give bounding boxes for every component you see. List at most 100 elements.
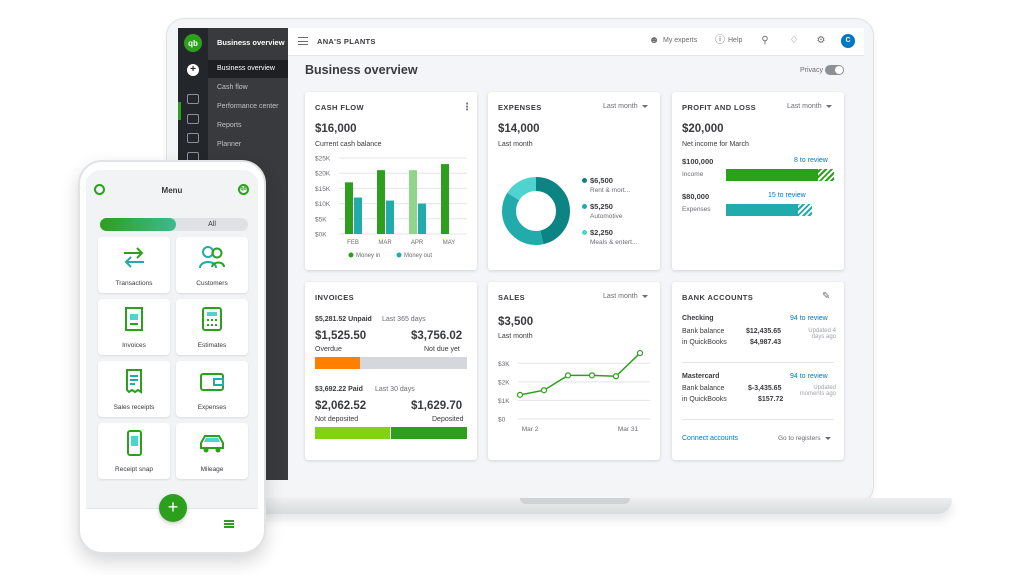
bell-icon[interactable]: ♢	[789, 35, 799, 46]
tile-sales-receipts[interactable]: Sales receipts	[98, 361, 170, 417]
bar-money-in[interactable]	[441, 164, 449, 234]
invoices-card[interactable]: INVOICES $5,281.52 Unpaid Last 365 days …	[305, 282, 477, 460]
bar-money-in[interactable]	[345, 182, 353, 234]
expenses-bar[interactable]	[726, 204, 812, 216]
not-due-amount: $3,756.02	[411, 330, 463, 342]
sales-point[interactable]	[588, 372, 596, 379]
help-icon[interactable]: ⓘ	[715, 35, 725, 46]
unpaid-amount: $5,281.52 Unpaid	[315, 316, 372, 323]
tile-invoices[interactable]: Invoices	[98, 299, 170, 355]
nav-item-performance-center[interactable]: Performance center	[217, 103, 279, 110]
tile-label: Sales receipts	[113, 404, 155, 411]
not-deposited-bar[interactable]	[315, 427, 390, 439]
profit-loss-card[interactable]: PROFIT AND LOSS Last month $20,000 Net i…	[672, 92, 844, 270]
nav-item-planner[interactable]: Planner	[217, 141, 242, 148]
quickbooks-logo-icon[interactable]: qb	[184, 34, 202, 52]
profit-loss-period-dropdown[interactable]: Last month	[787, 103, 832, 110]
sales-card[interactable]: SALES Last month $3,500 Last month $3K $2…	[488, 282, 660, 460]
feed-icon[interactable]	[187, 114, 199, 124]
bank-accounts-card[interactable]: BANK ACCOUNTS ✎ Checking 94 to review Ba…	[672, 282, 844, 460]
bar-money-out[interactable]	[354, 197, 362, 234]
gear-icon[interactable]	[94, 184, 105, 195]
cash-flow-card[interactable]: CASH FLOW ⋮ $16,000 Current cash balance…	[305, 92, 477, 270]
search-icon[interactable]: ⚲	[761, 35, 769, 46]
help-link[interactable]: Help	[728, 37, 743, 44]
not-due-label: Not due yet	[424, 346, 460, 353]
receipt-icon	[126, 369, 142, 394]
my-experts-link[interactable]: My experts	[663, 37, 698, 44]
tile-customers[interactable]: Customers	[176, 237, 248, 293]
expenses-bar-reviewed	[726, 204, 799, 216]
phone-screen: Menu qb All Transactions	[86, 170, 258, 546]
kebab-menu-icon[interactable]: ⋮	[462, 102, 472, 113]
not-due-bar[interactable]	[360, 357, 467, 369]
x-tick-label: Mar 2	[522, 426, 539, 433]
experts-person-icon[interactable]: ☻	[648, 35, 660, 46]
tile-transactions[interactable]: Transactions	[98, 237, 170, 293]
connect-accounts-link[interactable]: Connect accounts	[682, 435, 739, 442]
segment-favorites[interactable]	[100, 218, 176, 231]
go-to-registers-dropdown[interactable]: Go to registers	[778, 435, 831, 442]
nav-title: Business overview	[217, 38, 285, 47]
income-review-link[interactable]: 8 to review	[794, 157, 828, 164]
nav-item-cash-flow[interactable]: Cash flow	[217, 84, 248, 91]
quickbooks-logo-icon[interactable]: qb	[238, 184, 249, 195]
bank-icon[interactable]	[187, 133, 199, 143]
donut-slice[interactable]	[502, 177, 570, 245]
bar-money-in[interactable]	[409, 170, 417, 234]
sales-point[interactable]	[612, 373, 620, 380]
mastercard-review-link[interactable]: 94 to review	[790, 373, 828, 380]
checking-review-link[interactable]: 94 to review	[790, 315, 828, 322]
tile-mileage[interactable]: Mileage	[176, 423, 248, 479]
legend-amount: $2,250	[590, 228, 613, 237]
laptop-base	[240, 498, 952, 514]
nav-item-reports[interactable]: Reports	[217, 122, 242, 129]
overdue-amount: $1,525.50	[315, 330, 367, 342]
sales-point[interactable]	[516, 391, 524, 398]
overdue-bar[interactable]	[315, 357, 360, 369]
add-fab-button[interactable]: +	[159, 494, 187, 522]
tile-label: Customers	[196, 280, 228, 287]
sales-point[interactable]	[540, 387, 548, 394]
sales-period-dropdown[interactable]: Last month	[603, 293, 648, 300]
home-icon[interactable]	[187, 94, 199, 104]
sales-point[interactable]	[636, 349, 644, 357]
paid-amount: $3,692.22 Paid	[315, 386, 363, 393]
divider	[682, 419, 834, 420]
mastercard-bank-balance: $-3,435.65	[748, 385, 782, 392]
tile-expenses[interactable]: Expenses	[176, 361, 248, 417]
y-tick-label: $20K	[315, 171, 331, 178]
sales-line	[519, 352, 641, 396]
paid-period: Last 30 days	[375, 386, 415, 393]
deposited-bar[interactable]	[391, 427, 467, 439]
bar-money-out[interactable]	[418, 203, 426, 234]
card-title: INVOICES	[315, 293, 355, 302]
hamburger-icon[interactable]	[298, 37, 308, 45]
tile-receipt-snap[interactable]: Receipt snap	[98, 423, 170, 479]
nav-item-business-overview[interactable]: Business overview	[208, 60, 288, 78]
menu-icon[interactable]	[224, 520, 234, 528]
legend-label: Automotive	[590, 213, 623, 220]
expenses-card[interactable]: EXPENSES Last month $14,000 Last month $…	[488, 92, 660, 270]
legend-dot	[582, 230, 587, 235]
tile-label: Estimates	[197, 342, 227, 349]
gear-icon[interactable]: ⚙	[816, 35, 826, 46]
checking-qb-balance: $4,987.43	[750, 339, 782, 346]
sales-point[interactable]	[564, 372, 572, 379]
donut-slice[interactable]	[502, 177, 570, 245]
privacy-toggle[interactable]	[825, 65, 844, 75]
expenses-period-dropdown[interactable]: Last month	[603, 103, 648, 110]
expenses-review-link[interactable]: 15 to review	[768, 192, 806, 199]
segment-all[interactable]: All	[208, 221, 216, 228]
edit-pencil-icon[interactable]: ✎	[822, 291, 831, 302]
bar-money-out[interactable]	[386, 200, 394, 234]
avatar[interactable]: C	[841, 34, 855, 48]
cash-flow-chart: $25K $20K $15K $10K $5K $0K FEB MAR APR MAY Money …	[315, 156, 467, 259]
y-tick-label: $10K	[315, 201, 331, 208]
laptop-screen: qb + Business overview Business overview…	[178, 28, 864, 480]
tile-estimates[interactable]: Estimates	[176, 299, 248, 355]
new-plus-icon[interactable]: +	[187, 64, 199, 76]
y-tick-label: $25K	[315, 156, 331, 163]
bar-money-in[interactable]	[377, 170, 385, 234]
income-bar[interactable]	[726, 169, 834, 181]
